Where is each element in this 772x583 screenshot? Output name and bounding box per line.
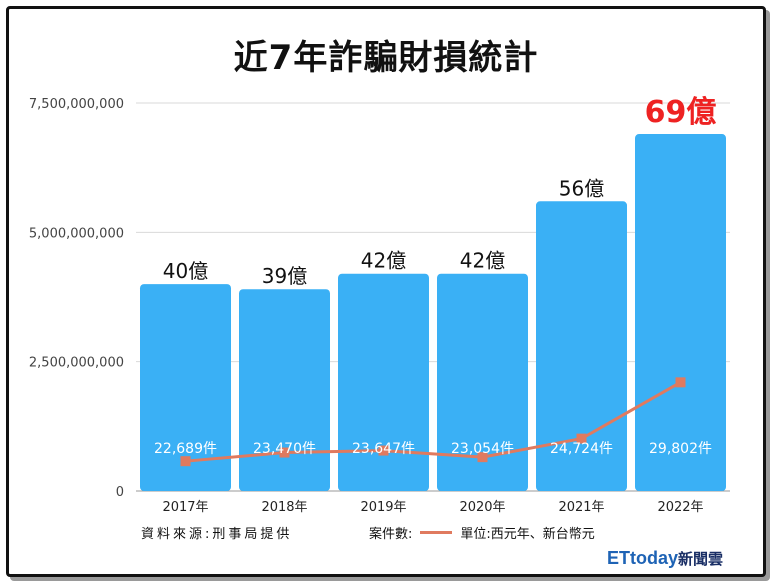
y-tick-label: 2,500,000,000 [29, 356, 124, 371]
bar-value-label: 42億 [361, 249, 406, 273]
case-count-marker [477, 452, 488, 463]
x-tick-label: 2019年 [360, 500, 406, 515]
legend: 案件數: 單位:西元年、新台幣元 [369, 523, 595, 542]
x-tick-label: 2017年 [162, 500, 208, 515]
bar [536, 201, 627, 491]
case-count-marker [378, 445, 389, 456]
case-count-label: 23,647件 [352, 441, 415, 457]
case-count-label: 22,689件 [154, 441, 217, 457]
case-count-marker [675, 377, 686, 388]
legend-unit-text: 單位:西元年、新台幣元 [460, 527, 595, 542]
case-count-label: 23,054件 [451, 441, 514, 457]
x-tick-label: 2022年 [657, 500, 703, 515]
bar-value-label: 56億 [559, 176, 604, 200]
case-count-label: 23,470件 [253, 441, 316, 457]
legend-series-label: 案件數: [369, 527, 413, 542]
bar-value-label: 40億 [163, 259, 208, 283]
bar [239, 289, 330, 491]
x-tick-label: 2021年 [558, 500, 604, 515]
case-count-label: 24,724件 [550, 441, 613, 457]
case-count-label: 29,802件 [649, 441, 712, 457]
legend-line-swatch [420, 531, 453, 534]
case-count-marker [279, 447, 290, 458]
bar-value-label: 42億 [460, 249, 505, 273]
y-tick-label: 0 [116, 485, 124, 500]
x-tick-label: 2020年 [459, 500, 505, 515]
case-count-marker [576, 433, 587, 444]
case-count-marker [180, 456, 191, 467]
source-note: 資料來源:刑事局提供 [141, 527, 293, 542]
chart-title: 近7年詐騙財損統計 [233, 38, 539, 78]
y-tick-label: 5,000,000,000 [29, 226, 124, 241]
case-count-line [185, 381, 682, 463]
bar-value-label: 69億 [645, 95, 717, 130]
y-tick-label: 7,500,000,000 [29, 97, 124, 112]
bar [140, 284, 231, 491]
bar [338, 273, 429, 491]
ettoday-logo: ETtoday新聞雲 [607, 548, 724, 568]
x-tick-label: 2018年 [261, 500, 307, 515]
bar [437, 273, 528, 491]
bar [635, 134, 726, 492]
bar-value-label: 39億 [262, 264, 307, 288]
